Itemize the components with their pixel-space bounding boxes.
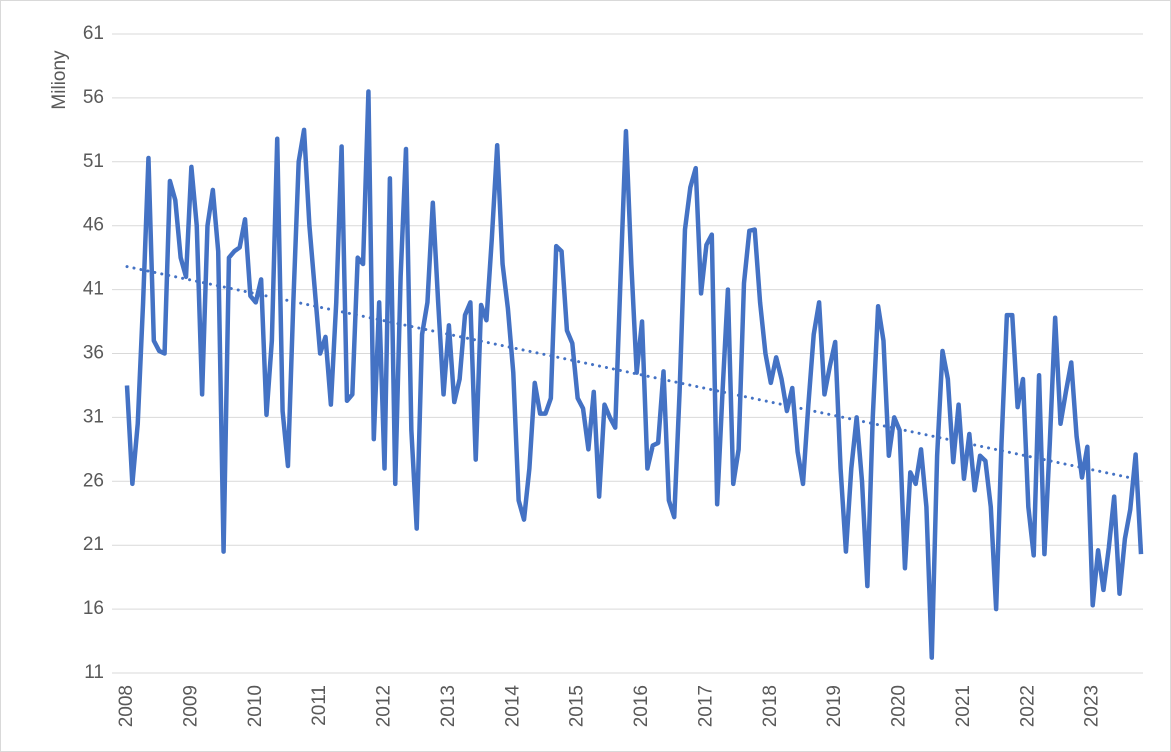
data-line [124, 89, 1144, 660]
y-tick-label: 11 [84, 662, 104, 683]
x-tick-label: 2009 [180, 685, 201, 727]
x-tick-label: 2021 [953, 685, 974, 727]
y-tick-label: 36 [83, 343, 104, 364]
y-tick-label: 41 [83, 279, 104, 300]
x-tick-label: 2010 [245, 685, 266, 727]
y-tick-label: 51 [83, 151, 104, 172]
x-tick-label: 2022 [1017, 685, 1038, 727]
y-tick-label: 21 [83, 534, 104, 555]
x-tick-label: 2023 [1082, 685, 1103, 727]
x-tick-label: 2008 [116, 685, 137, 727]
x-tick-label: 2019 [824, 685, 845, 727]
y-axis-label: Miliony [49, 50, 70, 110]
x-tick-label: 2011 [309, 685, 330, 726]
y-tick-label: 46 [83, 215, 104, 236]
x-tick-label: 2013 [438, 685, 459, 727]
y-tick-label: 16 [83, 598, 104, 619]
y-tick-label: 26 [83, 470, 104, 491]
y-tick-label: 56 [83, 87, 104, 108]
y-tick-label: 61 [83, 23, 104, 44]
x-tick-label: 2014 [502, 685, 523, 728]
x-tick-label: 2016 [631, 685, 652, 727]
y-tick-label: 31 [83, 406, 104, 427]
trendline [125, 265, 1143, 482]
x-tick-label: 2015 [567, 685, 588, 727]
x-tick-label: 2020 [889, 685, 910, 727]
x-tick-label: 2017 [695, 685, 716, 727]
x-tick-label: 2018 [760, 685, 781, 727]
x-tick-label: 2012 [374, 685, 395, 727]
